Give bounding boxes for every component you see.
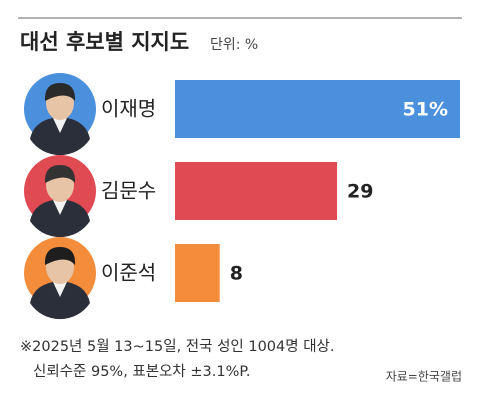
value-label: 8	[230, 263, 243, 285]
source: 자료=한국갤럽	[386, 370, 462, 384]
portrait-hair	[44, 247, 76, 265]
category-label: 이재명	[101, 97, 156, 121]
unit-label: 단위: %	[210, 37, 258, 53]
category-label: 김문수	[101, 179, 156, 203]
footnote: ※2025년 5월 13~15일, 전국 성인 1004명 대상.	[20, 338, 335, 355]
category-label: 이준석	[101, 261, 156, 285]
plot-area: 이재명 51% 김문수 29 이준석 8	[24, 73, 460, 320]
value-label: 29	[347, 181, 373, 203]
portrait-hair	[44, 165, 76, 183]
value-label: 51%	[403, 99, 448, 121]
bar	[175, 80, 460, 138]
bar	[175, 162, 338, 220]
portrait-suit	[30, 199, 90, 238]
portrait-shirt	[53, 200, 67, 215]
portrait-suit	[30, 117, 90, 156]
portrait-shirt	[53, 118, 67, 133]
portrait-suit	[30, 281, 90, 320]
portrait-hair	[44, 83, 76, 101]
bar	[175, 244, 220, 302]
portrait-shirt	[53, 282, 67, 297]
footnote: 신뢰수준 95%, 표본오차 ±3.1%P.	[33, 363, 250, 380]
chart-title: 대선 후보별 지지도	[20, 30, 189, 54]
